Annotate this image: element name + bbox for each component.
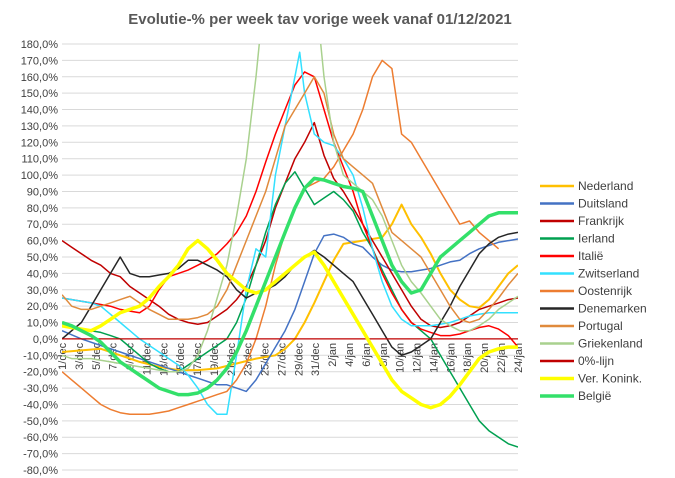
y-tick-label: -80,0% [23,465,58,477]
legend-label: Ierland [578,232,615,246]
y-tick-label: 40,0% [27,268,58,280]
x-tick-label: 27/dec [276,342,288,376]
y-tick-label: 60,0% [27,236,58,248]
y-tick-label: 170,0% [21,55,59,67]
y-tick-label: 180,0% [21,39,59,51]
legend-label: Italië [578,249,604,263]
y-tick-label: 150,0% [21,88,59,100]
legend-label: Frankrijk [578,214,625,228]
series-line-ierland [62,171,518,448]
x-tick-label: 24/jan [513,343,525,373]
legend: Nederland Duitsland Frankrijk Ierland Italië… [540,179,647,403]
x-tick-labels: 1/dec 3/dec 5/dec 7/dec 9/dec 11/dec 13/dec 15/… [57,342,525,376]
series-line-itali- [62,71,518,348]
y-tick-label: 90,0% [27,186,58,198]
y-tick-label: 10,0% [27,318,58,330]
series-line-griekenland [62,44,518,373]
y-tick-labels: -80,0% -70,0% -60,0% -50,0% -40,0% -30,0% -20,… [21,39,59,477]
y-tick-label: -50,0% [23,416,58,428]
x-tick-label: 14/jan [428,343,440,373]
legend-label: Griekenland [578,337,643,351]
series-line-ver-konink- [62,238,518,410]
x-tick-label: 3/dec [74,342,86,369]
x-tick-label: 5/dec [91,342,103,369]
x-tick-label: 18/jan [462,343,474,373]
y-tick-label: 70,0% [27,219,58,231]
legend-label: Zwitserland [578,267,639,281]
y-tick-label: 140,0% [21,105,59,117]
x-tick-label: 2/jan [327,343,339,367]
legend-label: Portugal [578,319,623,333]
gridlines [62,43,518,471]
x-tick-label: 10/jan [395,343,407,373]
x-tick-label: 6/jan [361,343,373,367]
legend-label: Denemarken [578,302,647,316]
series-lines [62,44,518,448]
x-tick-label: 31/dec [310,342,322,376]
y-tick-label: -20,0% [23,367,58,379]
y-tick-label: 130,0% [21,121,59,133]
x-tick-label: 16/jan [445,343,457,373]
legend-label: Duitsland [578,197,628,211]
y-tick-label: 100,0% [21,170,59,182]
y-tick-label: 50,0% [27,252,58,264]
y-tick-label: 30,0% [27,285,58,297]
y-tick-label: 160,0% [21,72,59,84]
y-tick-label: 0,0% [33,334,58,346]
y-tick-label: 20,0% [27,301,58,313]
legend-label: Oostenrijk [578,284,633,298]
series-line-belgi- [62,176,518,397]
legend-label: België [578,389,612,403]
legend-label: Ver. Konink. [578,372,642,386]
x-tick-label: 20/jan [479,343,491,373]
y-tick-label: 110,0% [22,154,59,166]
series-line-frankrijk [62,121,518,329]
y-tick-label: -30,0% [23,383,58,395]
y-tick-label: -60,0% [23,432,58,444]
y-tick-label: -10,0% [23,350,58,362]
y-tick-label: 120,0% [21,137,59,149]
y-tick-label: -70,0% [23,449,58,461]
legend-label: Nederland [578,179,633,193]
legend-label: 0%-lijn [578,354,614,368]
series-line-portugal [62,76,518,324]
y-tick-label: -40,0% [23,399,58,411]
chart-title: Evolutie-% per week tav vorige week vana… [128,11,512,28]
x-tick-label: 29/dec [293,342,305,376]
x-tick-label: 4/jan [344,343,356,367]
y-tick-label: 80,0% [27,203,58,215]
